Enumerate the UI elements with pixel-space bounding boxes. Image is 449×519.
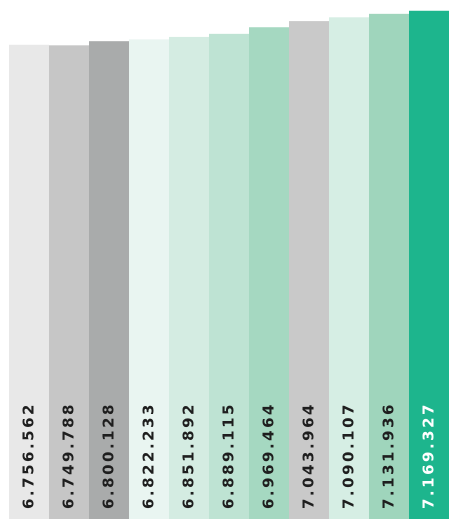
value-label: 6.889.115 [220,402,238,509]
bar [89,41,129,519]
bar [49,45,89,519]
value-label: 7.090.107 [340,402,358,509]
value-label: 6.969.464 [260,402,278,509]
bar [369,13,409,519]
bar [9,44,49,519]
value-label: 6.851.892 [180,402,198,509]
bar [129,39,169,519]
bar [209,33,249,519]
value-label: 6.756.562 [20,402,38,509]
value-label: 7.043.964 [300,402,318,509]
bar [329,17,369,519]
bar [249,27,289,519]
bar [169,36,209,519]
value-label: 6.800.128 [100,402,118,509]
value-label: 7.131.936 [380,402,398,509]
value-label: 7.169.327 [420,402,438,509]
bar [289,21,329,519]
value-label: 6.822.233 [140,402,158,509]
value-label: 6.749.788 [60,402,78,509]
bar [409,10,449,519]
